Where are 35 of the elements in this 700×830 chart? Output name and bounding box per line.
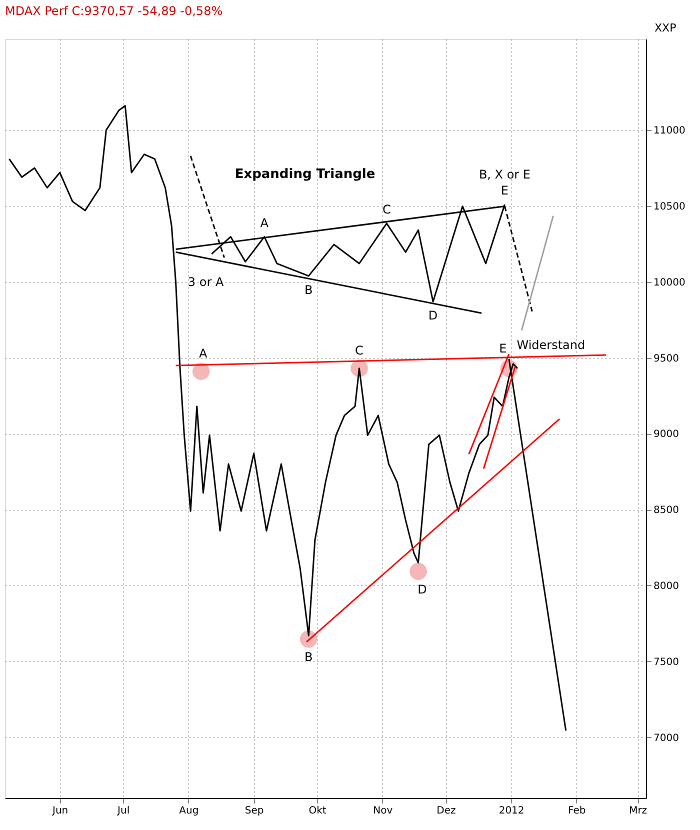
x-tick-label: Dez <box>436 806 456 816</box>
x-tick-label: 2012 <box>498 806 524 816</box>
x-tick-label: Jul <box>116 806 130 816</box>
x-tick-label: Jun <box>52 806 68 816</box>
x-tick-label: Mrz <box>629 806 648 816</box>
y-tick-label: 7000 <box>654 732 679 744</box>
annotation: 3 or A <box>188 275 224 290</box>
y-tick-label: 8500 <box>654 505 679 516</box>
y-tick-label: 7500 <box>654 656 679 668</box>
annotation: Widerstand <box>516 338 586 352</box>
annotation: A <box>198 346 208 360</box>
annotation: E <box>499 341 507 356</box>
x-tick-label: Nov <box>373 806 393 816</box>
x-tick-label: Okt <box>308 806 326 816</box>
y-tick-label: 11000 <box>654 126 686 137</box>
y-axis-title: XXP <box>654 22 677 34</box>
y-tick-label: 9500 <box>654 353 679 364</box>
chart-title: MDAX Perf C:9370,57 -54,89 -0,58% <box>5 4 223 18</box>
x-tick-label: Feb <box>568 806 586 816</box>
annotation: D <box>418 582 427 596</box>
annotation: B, X or E <box>478 167 531 182</box>
annotation: A <box>260 216 270 230</box>
y-tick-label: 8000 <box>654 580 679 592</box>
annotation: C <box>382 202 391 216</box>
annotation: C <box>355 343 364 358</box>
annotation: E <box>500 183 509 198</box>
annotation: Expanding Triangle <box>234 167 376 182</box>
y-tick-label: 10500 <box>654 201 686 212</box>
annotation: B <box>304 282 313 297</box>
annotation: B <box>304 650 313 664</box>
x-tick-label: Aug <box>179 806 199 816</box>
annotation: D <box>428 308 438 323</box>
y-tick-label: 10000 <box>654 277 686 288</box>
y-tick-label: 9000 <box>654 429 679 440</box>
x-tick-label: Sep <box>244 806 264 816</box>
